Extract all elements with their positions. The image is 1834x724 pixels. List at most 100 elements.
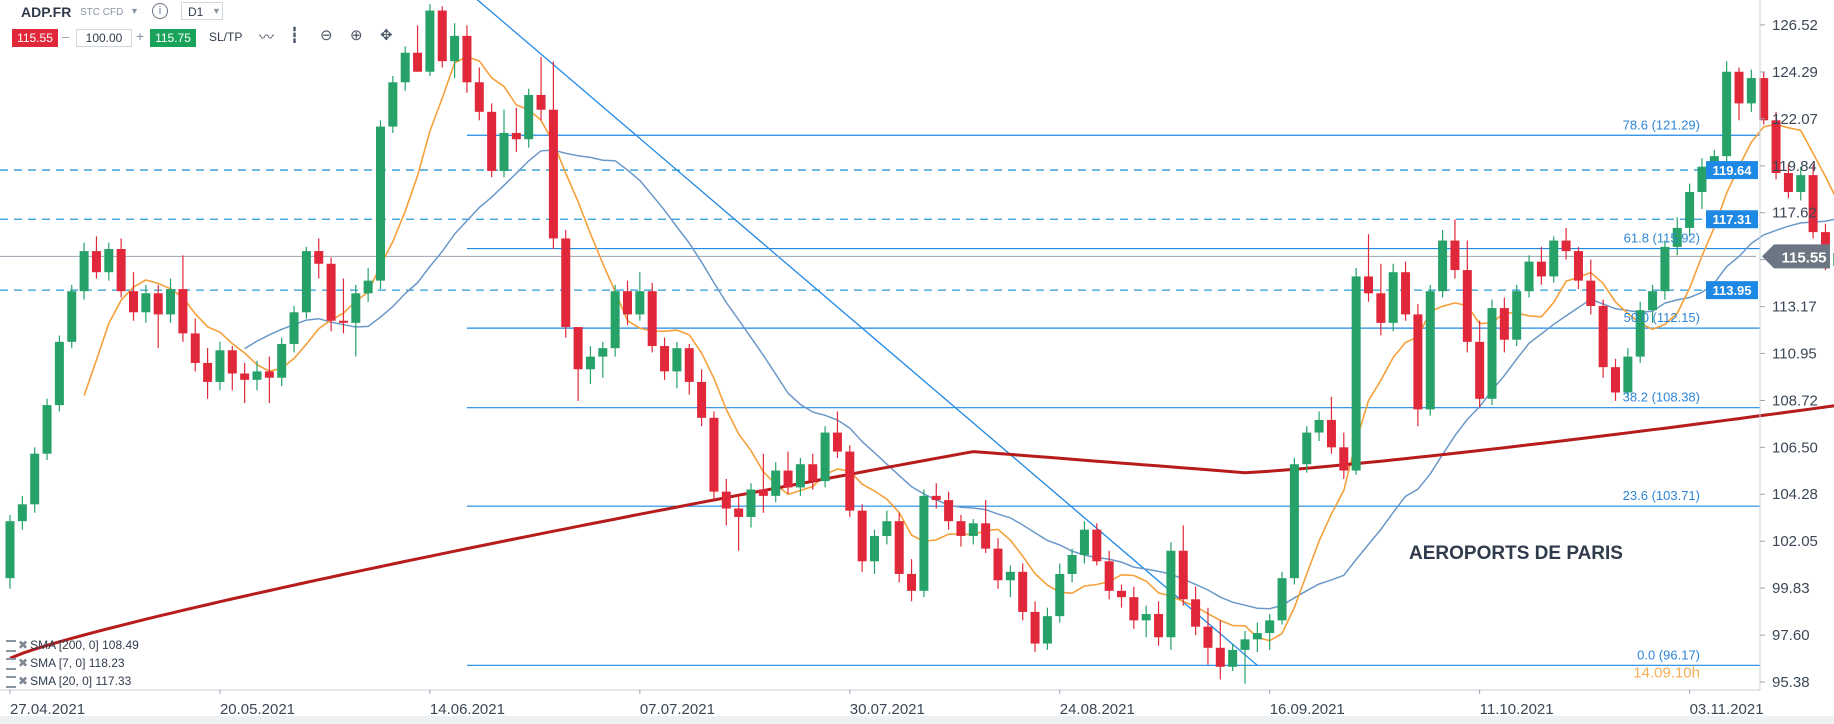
candle-body — [487, 111, 497, 171]
quantity-input[interactable]: 100.00 — [76, 29, 132, 47]
candle-body — [474, 82, 484, 112]
candle-body — [1462, 270, 1472, 342]
info-icon[interactable]: i — [152, 3, 168, 19]
candle-body — [166, 289, 176, 315]
zoom-in-icon[interactable]: ⊕ — [350, 27, 363, 44]
symbol-label[interactable]: ADP.FR — [21, 4, 72, 20]
candle-body — [1314, 419, 1324, 433]
candle-body — [289, 312, 299, 344]
close-icon[interactable]: ✖ — [18, 638, 29, 652]
candle-body — [1635, 310, 1645, 357]
chart-annotation: AEROPORTS DE PARIS — [1409, 543, 1623, 564]
zoom-out-icon[interactable]: ⊖ — [320, 27, 333, 44]
candle-body — [178, 289, 188, 334]
line-chart-icon[interactable]: 〰 — [259, 29, 275, 46]
candle-body — [931, 495, 941, 501]
candle-body — [1129, 597, 1139, 621]
candle-body — [1191, 599, 1201, 627]
fib-level-label: 0.0 (96.17) — [1637, 647, 1700, 662]
candle-body — [104, 248, 114, 273]
candle-body — [91, 251, 101, 273]
sell-price-button[interactable]: 115.55 — [12, 29, 58, 47]
candle-body — [1067, 554, 1077, 574]
close-icon[interactable]: ✖ — [18, 674, 29, 688]
move-icon[interactable]: ✥ — [380, 27, 393, 44]
candle-body — [944, 500, 954, 522]
candle-body — [956, 521, 966, 536]
symbol-dropdown-icon[interactable]: ▼ — [130, 6, 139, 16]
candle-body — [30, 453, 40, 505]
bottom-scrollbar[interactable] — [0, 716, 1834, 724]
candle-body — [388, 82, 398, 127]
candle-body — [1722, 71, 1732, 157]
candle-body — [425, 10, 435, 72]
settings-icon[interactable] — [6, 657, 16, 670]
candle-body — [1326, 419, 1336, 448]
candle-body — [1215, 647, 1225, 667]
date-tick-label: 24.08.2021 — [1060, 701, 1135, 718]
date-tick-label: 16.09.2021 — [1270, 701, 1345, 718]
candle-body — [771, 470, 781, 496]
sltp-button[interactable]: SL/TP — [209, 30, 243, 44]
candle-body — [1759, 78, 1769, 121]
timeframe-dropdown-icon[interactable]: ▼ — [212, 6, 221, 16]
candle-body — [1808, 175, 1818, 233]
candle-body — [1141, 614, 1151, 621]
close-icon[interactable]: ✖ — [18, 656, 29, 670]
candle-body — [203, 362, 213, 382]
candle-body — [623, 291, 632, 315]
candle-body — [351, 293, 361, 323]
candle-body — [1475, 341, 1485, 399]
candle-body — [1265, 620, 1275, 634]
candlestick-icon[interactable]: ┇ — [290, 27, 300, 44]
candle-body — [314, 251, 324, 264]
candle-body — [1697, 166, 1707, 193]
candle-body — [129, 291, 138, 313]
candle-body — [326, 263, 336, 321]
quantity-decrease-button[interactable]: – — [62, 29, 70, 44]
quantity-increase-button[interactable]: + — [136, 28, 145, 44]
level-price-tag — [1706, 210, 1758, 229]
candle-body — [1611, 367, 1620, 393]
legend-sma-20[interactable]: ✖ SMA [20, 0] 117.33 — [6, 672, 139, 690]
date-tick-label: 14.06.2021 — [430, 701, 505, 718]
candle-body — [1401, 272, 1411, 315]
candle-body — [499, 132, 509, 171]
settings-icon[interactable] — [6, 639, 16, 652]
candle-body — [882, 521, 892, 536]
candle-body — [561, 238, 571, 328]
timeframe-select[interactable]: D1 — [181, 2, 223, 20]
date-tick-label: 03.11.2021 — [1690, 701, 1764, 718]
candle-body — [363, 280, 373, 294]
candle-body — [462, 35, 472, 83]
level-price-tag-label: 119.64 — [1712, 163, 1752, 178]
candle-body — [1623, 356, 1633, 393]
candle-body — [376, 126, 385, 281]
legend-sma-7[interactable]: ✖ SMA [7, 0] 118.23 — [6, 654, 139, 672]
candle-body — [1178, 550, 1188, 600]
candle-body — [697, 381, 707, 418]
level-price-tag — [1706, 281, 1758, 300]
candle-body — [1203, 626, 1213, 648]
settings-icon[interactable] — [6, 675, 16, 688]
price-tick-label: 106.50 — [1772, 439, 1818, 456]
legend-sma-200[interactable]: ✖ SMA [200, 0] 108.49 — [6, 636, 139, 654]
buy-price-button[interactable]: 115.75 — [150, 29, 196, 47]
candle-body — [1648, 291, 1658, 311]
candle-body — [598, 348, 608, 357]
candle-body — [734, 508, 744, 517]
candle-body — [240, 373, 250, 380]
price-tick-label: 110.95 — [1772, 345, 1817, 362]
candle-body — [721, 491, 731, 509]
candle-body — [1228, 649, 1238, 667]
level-price-tag — [1706, 161, 1758, 180]
candle-body — [1092, 529, 1102, 562]
candle-body — [1351, 276, 1361, 471]
level-price-tag-label: 113.95 — [1712, 283, 1751, 298]
candle-body — [585, 356, 595, 370]
candle-body — [894, 521, 904, 574]
candle-body — [116, 248, 126, 292]
candle-body — [1672, 227, 1682, 247]
fib-level-label: 23.6 (103.71) — [1623, 488, 1700, 503]
